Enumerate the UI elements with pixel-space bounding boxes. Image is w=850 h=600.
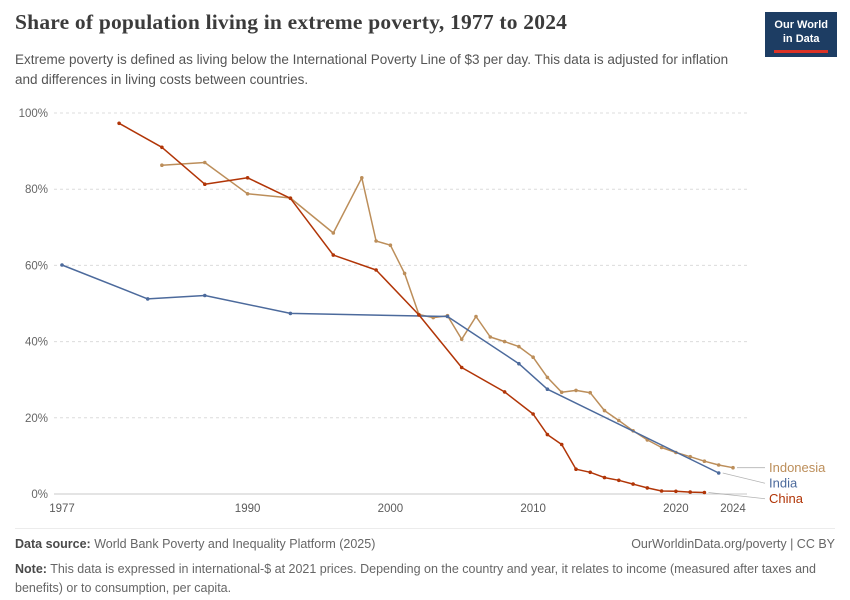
- svg-text:20%: 20%: [25, 413, 48, 425]
- svg-text:80%: 80%: [25, 184, 48, 196]
- data-source-row: Data source: World Bank Poverty and Ineq…: [15, 537, 375, 551]
- data-source-text: World Bank Poverty and Inequality Platfo…: [94, 537, 376, 551]
- svg-text:2024: 2024: [720, 503, 746, 515]
- svg-text:0%: 0%: [31, 489, 48, 501]
- logo-line2: in Data: [782, 33, 820, 46]
- chart-note: Note: This data is expressed in internat…: [15, 560, 835, 598]
- chart-subtitle: Extreme poverty is defined as living bel…: [15, 52, 729, 88]
- svg-text:2020: 2020: [663, 503, 689, 515]
- svg-text:2010: 2010: [520, 503, 546, 515]
- license-label: CC BY: [796, 537, 835, 551]
- owid-link[interactable]: OurWorldinData.org/poverty: [631, 537, 787, 551]
- svg-text:60%: 60%: [25, 260, 48, 272]
- svg-text:2000: 2000: [378, 503, 404, 515]
- note-text: This data is expressed in international-…: [15, 562, 816, 595]
- owid-logo[interactable]: Our World in Data: [765, 12, 837, 57]
- svg-text:1990: 1990: [235, 503, 261, 515]
- data-source-label: Data source:: [15, 537, 91, 551]
- svg-text:China: China: [769, 491, 804, 506]
- chart-footer: Data source: World Bank Poverty and Ineq…: [15, 528, 835, 598]
- svg-text:Indonesia: Indonesia: [769, 460, 826, 475]
- attribution-row: OurWorldinData.org/poverty | CC BY: [631, 537, 835, 551]
- logo-line1: Our World: [774, 19, 828, 31]
- svg-text:1977: 1977: [49, 503, 75, 515]
- svg-text:100%: 100%: [19, 108, 48, 120]
- note-label: Note:: [15, 562, 47, 576]
- svg-text:India: India: [769, 476, 798, 491]
- svg-text:40%: 40%: [25, 337, 48, 349]
- license-separator: |: [786, 537, 797, 551]
- page-title: Share of population living in extreme po…: [15, 10, 568, 34]
